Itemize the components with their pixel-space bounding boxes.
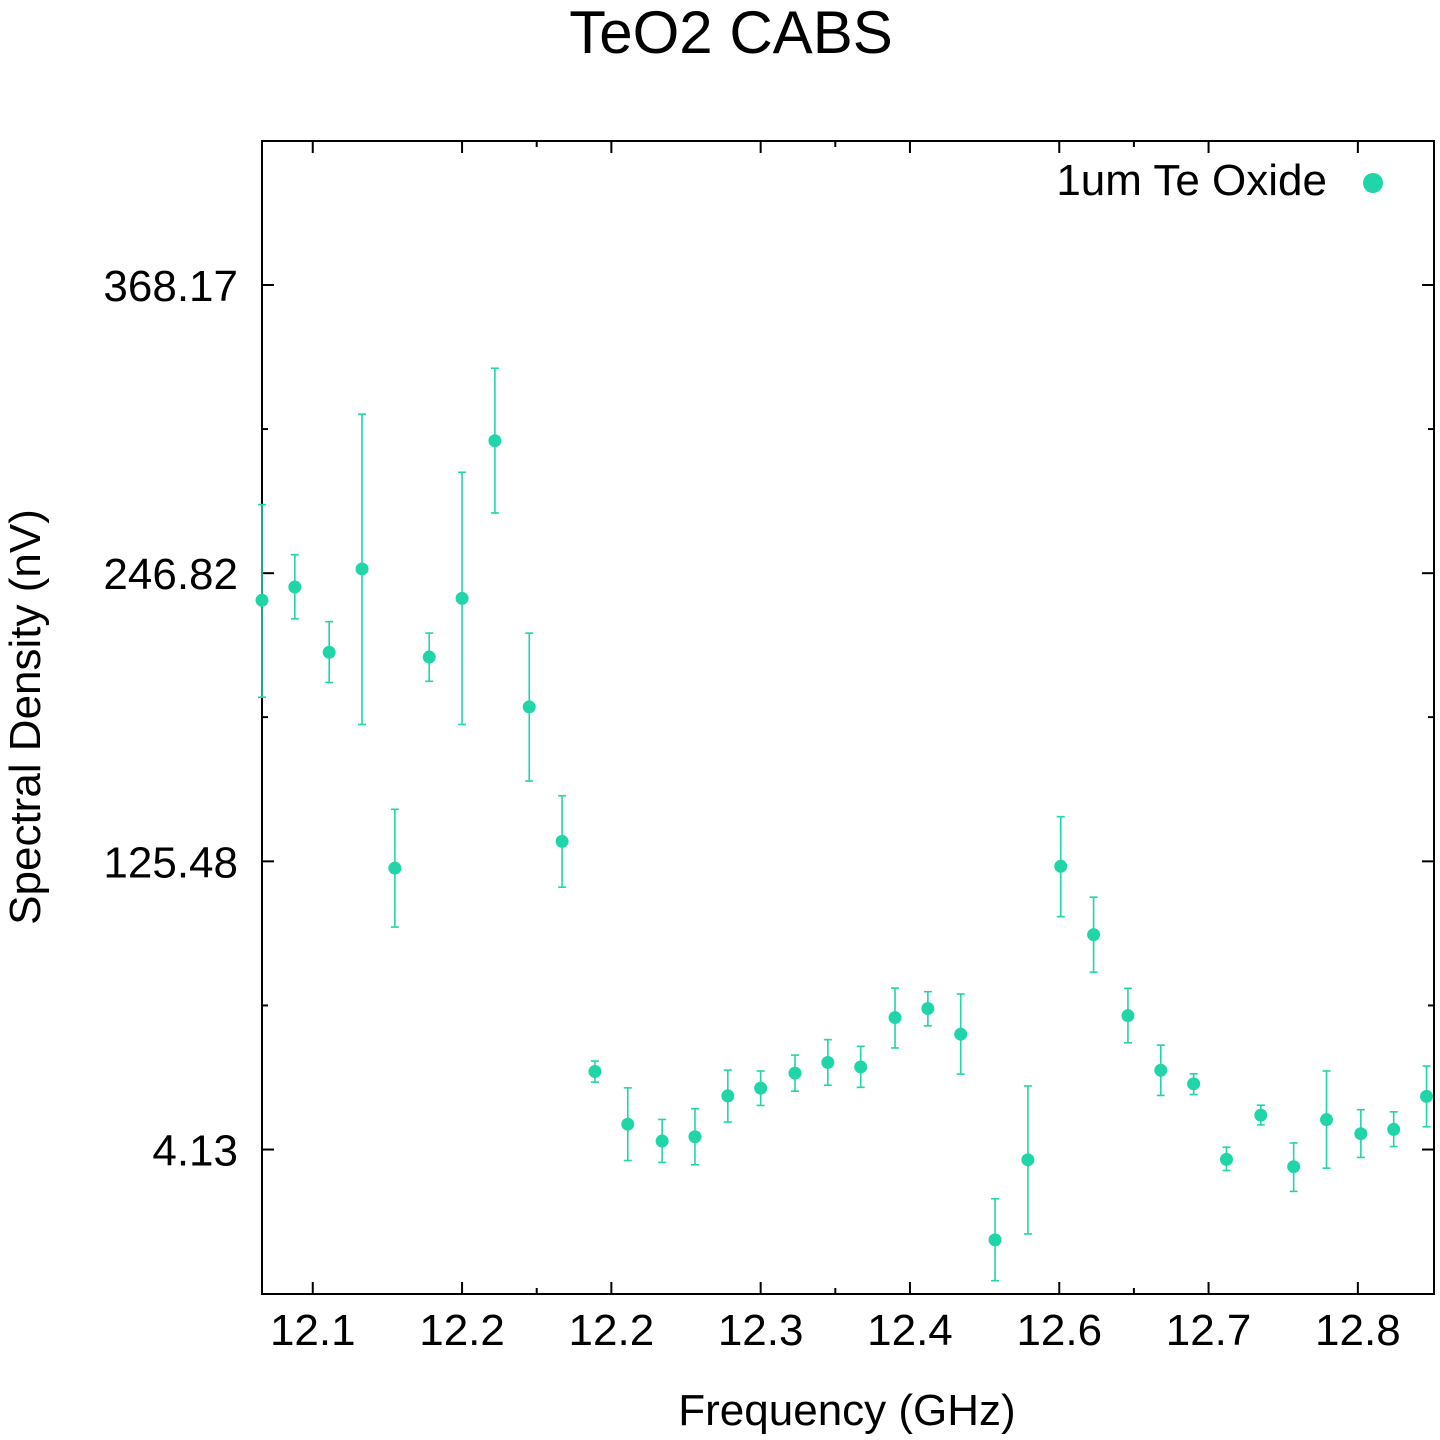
data-point <box>1420 1089 1434 1103</box>
data-point <box>1121 1009 1135 1023</box>
data-point <box>388 861 402 875</box>
y-tick-label: 125.48 <box>103 838 238 887</box>
data-series <box>255 367 1434 1282</box>
y-tick-label: 246.82 <box>103 550 238 599</box>
data-point <box>1187 1077 1201 1091</box>
data-point <box>621 1117 635 1131</box>
x-tick-label: 12.7 <box>1166 1306 1252 1355</box>
data-point <box>455 591 469 605</box>
data-point <box>954 1027 968 1041</box>
data-point <box>1054 859 1068 873</box>
data-point <box>854 1060 868 1074</box>
data-point <box>921 1002 935 1016</box>
y-tick-label: 4.13 <box>152 1127 238 1176</box>
data-point <box>588 1064 602 1078</box>
data-point <box>1254 1108 1268 1122</box>
data-point <box>754 1081 768 1095</box>
data-point <box>1320 1113 1334 1127</box>
legend-marker <box>1363 173 1383 193</box>
data-point <box>1021 1153 1035 1167</box>
data-point <box>721 1089 735 1103</box>
data-point <box>788 1066 802 1080</box>
x-tick-label: 12.6 <box>1016 1306 1102 1355</box>
data-point <box>288 580 302 594</box>
plot-area: 12.1 12.2 12.2 12.3 12.4 12.6 12.7 12.8 4.13 125… <box>103 140 1435 1355</box>
x-tick-label: 12.8 <box>1315 1306 1401 1355</box>
chart-title: TeO2 CABS <box>569 0 892 66</box>
data-point <box>1354 1127 1368 1141</box>
x-tick-label: 12.1 <box>270 1306 356 1355</box>
data-point <box>422 650 436 664</box>
data-point <box>1154 1063 1168 1077</box>
data-point <box>988 1233 1002 1247</box>
y-axis-label: Spectral Density (nV) <box>1 509 50 925</box>
data-point <box>555 834 569 848</box>
data-point <box>255 593 269 607</box>
data-point <box>1287 1160 1301 1174</box>
x-tick-label: 12.4 <box>867 1306 953 1355</box>
data-point <box>1387 1122 1401 1136</box>
data-point <box>821 1055 835 1069</box>
data-point <box>1219 1152 1233 1166</box>
data-point <box>322 645 336 659</box>
data-point <box>522 700 536 714</box>
data-point <box>888 1011 902 1025</box>
y-tick-label: 368.17 <box>103 262 238 311</box>
x-tick-label: 12.2 <box>419 1306 505 1355</box>
data-point <box>355 562 369 576</box>
y-axis: 4.13 125.48 246.82 368.17 <box>103 262 1434 1176</box>
data-point <box>688 1130 702 1144</box>
x-tick-label: 12.2 <box>569 1306 655 1355</box>
legend[interactable]: 1um Te Oxide <box>1056 156 1383 205</box>
x-axis-label: Frequency (GHz) <box>678 1386 1015 1435</box>
data-point <box>1087 928 1101 942</box>
x-axis: 12.1 12.2 12.2 12.3 12.4 12.6 12.7 12.8 <box>270 141 1401 1355</box>
data-point <box>655 1134 669 1148</box>
legend-label: 1um Te Oxide <box>1056 156 1327 205</box>
data-point <box>488 434 502 448</box>
x-tick-label: 12.3 <box>718 1306 804 1355</box>
